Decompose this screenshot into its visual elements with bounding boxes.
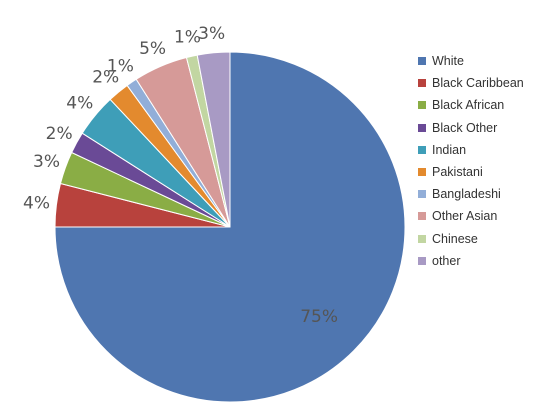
legend-item-white: White <box>418 50 524 72</box>
legend-item-black-caribbean: Black Caribbean <box>418 72 524 94</box>
data-label-pakistani: 2% <box>92 68 119 88</box>
legend-label: Bangladeshi <box>432 187 501 202</box>
data-label-indian: 4% <box>66 94 93 114</box>
legend-item-black-other: Black Other <box>418 117 524 139</box>
legend-label: Indian <box>432 142 467 157</box>
legend-label: Other Asian <box>432 209 498 224</box>
legend-label: other <box>432 253 461 268</box>
legend-label: Chinese <box>432 231 478 246</box>
legend-swatch <box>418 123 426 132</box>
data-label-other: 3% <box>198 24 225 44</box>
legend-swatch <box>418 101 426 110</box>
legend-label: Black African <box>432 98 505 113</box>
legend-swatch <box>418 212 426 221</box>
legend-swatch <box>418 57 426 66</box>
legend-item-other: other <box>418 250 524 272</box>
data-label-black-african: 3% <box>33 152 60 172</box>
pie-slice-other <box>196 51 231 228</box>
legend-label: Black Caribbean <box>432 76 524 91</box>
legend-item-indian: Indian <box>418 139 524 161</box>
legend-item-black-african: Black African <box>418 94 524 116</box>
legend-swatch <box>418 256 426 265</box>
data-label-black-caribbean: 4% <box>23 194 50 214</box>
legend-item-bangladeshi: Bangladeshi <box>418 183 524 205</box>
legend-swatch <box>418 234 426 243</box>
legend-swatch <box>418 168 426 177</box>
legend-swatch <box>418 79 426 88</box>
legend-swatch <box>418 190 426 199</box>
legend-swatch <box>418 145 426 154</box>
chart-legend: White Black Caribbean Black African Black O… <box>418 50 524 272</box>
data-label-white: 75% <box>300 307 338 327</box>
data-label-bangladeshi: 1% <box>107 57 134 77</box>
legend-label: Black Other <box>432 120 498 135</box>
legend-item-other-asian: Other Asian <box>418 205 524 227</box>
data-label-other-asian: 5% <box>139 39 166 59</box>
data-label-chinese: 1% <box>174 28 201 48</box>
legend-label: White <box>432 54 464 69</box>
legend-item-pakistani: Pakistani <box>418 161 524 183</box>
data-label-black-other: 2% <box>46 124 73 144</box>
legend-item-chinese: Chinese <box>418 228 524 250</box>
legend-label: Pakistani <box>432 165 483 180</box>
